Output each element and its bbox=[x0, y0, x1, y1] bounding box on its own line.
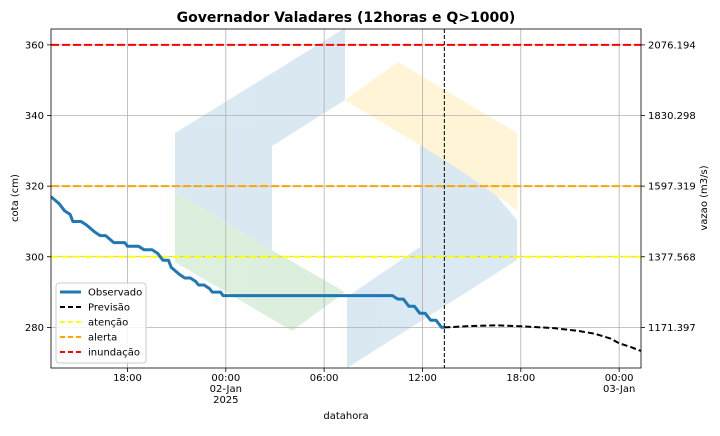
legend-label: Previsão bbox=[88, 303, 130, 314]
y-tick-label: 320 bbox=[25, 182, 44, 193]
legend-label: atenção bbox=[88, 318, 128, 329]
y2-tick-label: 2076.194 bbox=[648, 40, 696, 51]
x-tick-label-line: 03-Jan bbox=[603, 384, 635, 395]
x-tick-label-line: 00:00 bbox=[605, 373, 634, 384]
x-tick-label-line: 2025 bbox=[213, 395, 238, 406]
legend: Observado Previsão atenção alerta inundação bbox=[55, 282, 147, 364]
y-tick-label: 300 bbox=[25, 252, 44, 263]
y2-axis: 1171.397 1377.568 1597.319 1830.298 2076.194 bbox=[641, 40, 696, 334]
threshold-layer bbox=[51, 43, 641, 258]
x-tick-label: 12:00 bbox=[408, 373, 437, 384]
x-tick-label-line: 06:00 bbox=[310, 373, 339, 384]
x-tick-label-line: 00:00 bbox=[211, 373, 240, 384]
x-tick-label-line: 18:00 bbox=[113, 373, 142, 384]
x-tick-label-line: 18:00 bbox=[506, 373, 535, 384]
legend-label: Observado bbox=[88, 288, 142, 299]
watermark-logo bbox=[175, 28, 517, 368]
x-tick-label-line: 12:00 bbox=[408, 373, 437, 384]
y2-tick-label: 1830.298 bbox=[648, 111, 696, 122]
y2-tick-label: 1171.397 bbox=[648, 323, 696, 334]
y-tick-label: 340 bbox=[25, 111, 44, 122]
legend-box bbox=[55, 282, 147, 364]
x-tick-label-line: 02-Jan bbox=[210, 384, 242, 395]
y-axis-label: cota (cm) bbox=[10, 174, 21, 222]
series-line bbox=[51, 195, 445, 329]
x-tick-label: 06:00 bbox=[310, 373, 339, 384]
y2-tick-label: 1597.319 bbox=[648, 182, 696, 193]
chart-title: Governador Valadares (12horas e Q>1000) bbox=[177, 10, 516, 26]
y-tick-label: 280 bbox=[25, 323, 44, 334]
y-axis: 280 300 320 340 360 bbox=[25, 40, 51, 334]
y-tick-label: 360 bbox=[25, 40, 44, 51]
x-axis-label: datahora bbox=[323, 411, 368, 422]
y2-axis-label: vazao (m3/s) bbox=[699, 165, 710, 230]
x-tick-label: 00:00 02-Jan 2025 bbox=[210, 373, 242, 406]
x-tick-label: 18:00 bbox=[113, 373, 142, 384]
series-layer bbox=[51, 195, 641, 352]
y2-tick-label: 1377.568 bbox=[648, 252, 696, 263]
legend-label: alerta bbox=[88, 333, 117, 344]
series-line bbox=[444, 324, 641, 352]
x-tick-label: 00:00 03-Jan bbox=[603, 373, 635, 395]
x-tick-label: 18:00 bbox=[506, 373, 535, 384]
plot-frame bbox=[50, 28, 642, 369]
legend-label: inundação bbox=[88, 348, 140, 359]
